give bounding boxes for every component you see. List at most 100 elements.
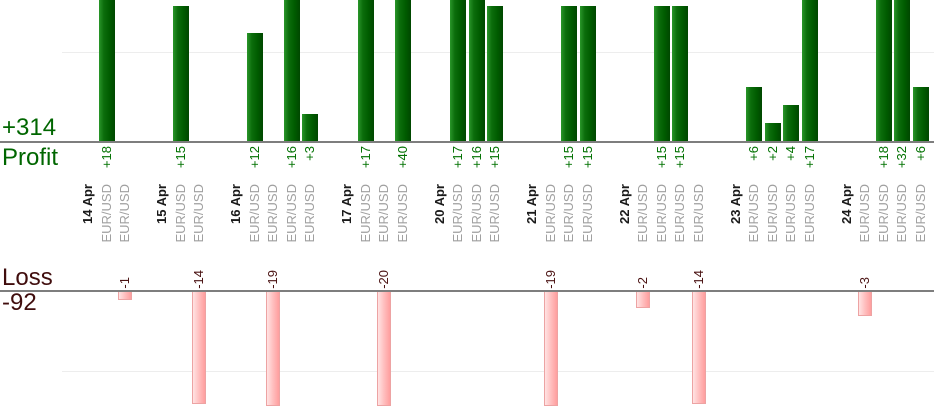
symbol-label: EUR/USD xyxy=(653,184,669,243)
date-label: 16 Apr xyxy=(228,184,243,224)
symbol-label: EUR/USD xyxy=(783,184,798,243)
profit-value-label: +40 xyxy=(394,146,410,169)
symbol-label: EUR/USD xyxy=(172,184,188,243)
profit-bar xyxy=(672,6,688,141)
symbol-label: EUR/USD xyxy=(801,184,817,243)
profit-value-label: +15 xyxy=(653,146,669,169)
loss-value-label: -14 xyxy=(690,270,706,289)
symbol-label: EUR/USD xyxy=(857,184,872,243)
profit-value-label: +6 xyxy=(912,146,928,161)
symbol-label: EUR/USD xyxy=(746,184,761,243)
loss-bar xyxy=(192,292,206,404)
profit-bar xyxy=(357,0,374,141)
profit-chart-area xyxy=(0,0,934,141)
symbol-label: EUR/USD xyxy=(542,184,558,243)
profit-bar xyxy=(487,6,503,141)
symbol-label: EUR/USD xyxy=(912,184,928,243)
date-label: 24 Apr xyxy=(838,184,854,224)
profit-value-label: +15 xyxy=(579,146,595,169)
symbol-label: EUR/USD xyxy=(283,184,299,243)
profit-bar xyxy=(302,114,318,141)
symbol-label: EUR/USD xyxy=(117,184,132,243)
loss-bar xyxy=(266,292,280,406)
profit-axis-line xyxy=(0,141,934,143)
profit-value-label: +18 xyxy=(875,146,891,169)
profit-value-label: +16 xyxy=(283,146,299,169)
symbol-label: EUR/USD xyxy=(561,184,576,243)
date-label: 21 Apr xyxy=(524,184,539,224)
symbol-label: EUR/USD xyxy=(191,184,206,243)
symbol-label: EUR/USD xyxy=(357,184,373,243)
symbol-label: EUR/USD xyxy=(450,184,465,243)
profit-value-label: +17 xyxy=(801,146,817,169)
date-label: 15 Apr xyxy=(154,184,169,224)
loss-value-label: -3 xyxy=(857,277,872,289)
profit-bar xyxy=(894,0,910,141)
profit-value-label: +3 xyxy=(302,146,317,161)
date-label: 22 Apr xyxy=(616,184,632,224)
profit-bar xyxy=(98,0,115,141)
loss-bar xyxy=(377,292,391,406)
profit-bar xyxy=(394,0,411,141)
loss-bar xyxy=(118,292,132,300)
symbol-label: EUR/USD xyxy=(246,184,262,243)
loss-gridline xyxy=(62,371,934,372)
profit-bar xyxy=(579,6,596,141)
date-label: 17 Apr xyxy=(339,184,354,224)
loss-bar xyxy=(543,292,558,406)
symbol-label: EUR/USD xyxy=(265,184,280,243)
profit-value-label: +15 xyxy=(487,146,502,169)
profit-bar xyxy=(912,87,929,141)
symbol-label: EUR/USD xyxy=(894,184,909,243)
loss-value-label: -14 xyxy=(191,270,206,289)
loss-value-label: -19 xyxy=(542,270,558,289)
loss-total: -92 xyxy=(2,289,37,316)
profit-value-label: +4 xyxy=(783,146,798,161)
loss-bar xyxy=(858,292,872,316)
loss-value-label: -19 xyxy=(265,270,280,289)
profit-bar xyxy=(764,123,781,141)
loss-label: Loss xyxy=(2,264,53,291)
symbol-label: EUR/USD xyxy=(302,184,317,243)
profit-value-label: +32 xyxy=(894,146,909,169)
profit-value-label: +15 xyxy=(672,146,687,169)
date-label: 23 Apr xyxy=(727,184,743,224)
symbol-label: EUR/USD xyxy=(394,184,410,243)
symbol-label: EUR/USD xyxy=(579,184,595,243)
profit-value-label: +2 xyxy=(764,146,780,161)
profit-label: Profit xyxy=(2,144,59,171)
loss-value-label: -2 xyxy=(635,277,650,289)
symbol-label: EUR/USD xyxy=(468,184,484,243)
date-label: 20 Apr xyxy=(431,184,447,224)
profit-value-label: +17 xyxy=(357,146,373,169)
date-label: 14 Apr xyxy=(80,184,95,224)
symbol-label: EUR/USD xyxy=(635,184,650,243)
loss-bar xyxy=(691,292,706,404)
profit-bar xyxy=(283,0,300,141)
symbol-label: EUR/USD xyxy=(690,184,706,243)
symbol-label: EUR/USD xyxy=(875,184,891,243)
profit-value-label: +18 xyxy=(98,146,114,169)
profit-bar xyxy=(561,6,577,141)
profit-value-label: +15 xyxy=(561,146,576,169)
loss-chart-area xyxy=(0,292,934,406)
loss-axis-line xyxy=(0,290,934,292)
profit-value-label: +6 xyxy=(746,146,761,161)
profit-value-label: +16 xyxy=(468,146,484,169)
loss-value-label: -1 xyxy=(117,277,132,289)
profit-bar xyxy=(783,105,799,141)
symbol-label: EUR/USD xyxy=(672,184,687,243)
profit-bar xyxy=(468,0,485,141)
symbol-label: EUR/USD xyxy=(376,184,391,243)
profit-total: +314 xyxy=(2,114,57,141)
loss-bar xyxy=(636,292,650,308)
profit-bar xyxy=(450,0,466,141)
profit-bar xyxy=(801,0,818,141)
symbol-label: EUR/USD xyxy=(487,184,502,243)
profit-bar xyxy=(246,33,263,141)
profit-bar xyxy=(746,87,762,141)
profit-bar xyxy=(875,0,892,141)
profit-value-label: +17 xyxy=(450,146,465,169)
symbol-label: EUR/USD xyxy=(764,184,780,243)
